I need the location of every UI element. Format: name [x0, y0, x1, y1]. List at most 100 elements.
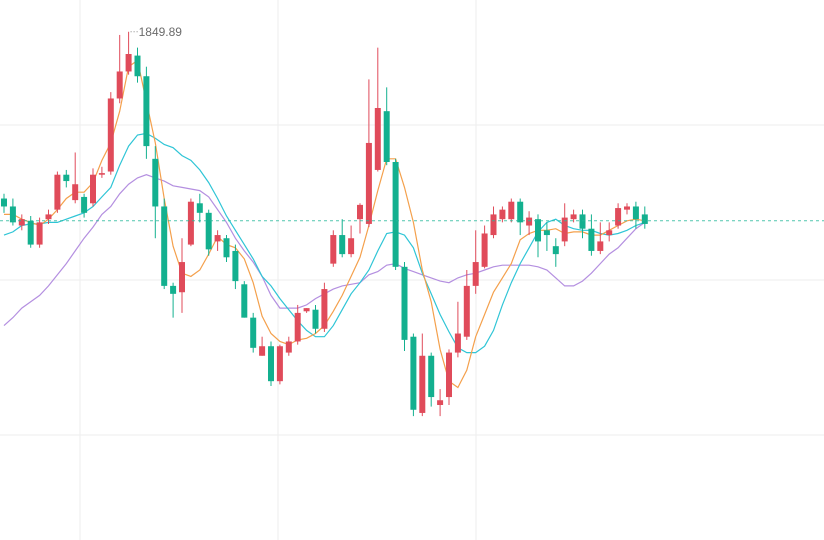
candle	[508, 198, 515, 223]
candle	[428, 352, 435, 407]
candle-body	[143, 76, 150, 147]
candle-body	[90, 174, 96, 204]
candle	[588, 214, 595, 256]
candle	[268, 341, 274, 386]
candle	[214, 230, 221, 251]
candle	[18, 214, 25, 231]
candle-body	[552, 246, 559, 255]
candle-body	[428, 355, 435, 398]
candle	[54, 171, 61, 213]
candle-body	[98, 173, 105, 175]
candle	[303, 308, 310, 313]
candle	[410, 333, 417, 417]
candle-body	[232, 250, 239, 282]
candle-body	[303, 308, 310, 312]
candle	[125, 31, 132, 75]
candle-body	[152, 158, 159, 207]
candle-body	[481, 233, 488, 267]
candle	[27, 216, 34, 248]
candle-body	[116, 71, 123, 99]
candle-body	[134, 55, 141, 77]
candle	[321, 282, 328, 332]
candle	[437, 389, 444, 417]
candle-body	[472, 262, 479, 286]
candle	[348, 225, 355, 258]
candle-body	[294, 312, 301, 342]
candle	[72, 152, 79, 204]
candle	[597, 222, 604, 255]
candle	[624, 203, 630, 215]
candle	[294, 304, 301, 345]
candle	[196, 193, 203, 223]
candle-body	[437, 400, 444, 405]
candle-body	[588, 228, 595, 251]
candle-body	[179, 262, 185, 293]
candle	[526, 211, 533, 236]
candle-body	[161, 206, 168, 286]
candle	[615, 203, 622, 229]
candle-body	[641, 214, 648, 224]
candle-body	[125, 54, 132, 72]
candle	[36, 217, 43, 248]
candle-body	[463, 285, 470, 337]
max-label: 1849.89	[139, 25, 183, 39]
candle-body	[196, 203, 203, 213]
candles	[1, 31, 648, 417]
moving-averages	[3, 59, 646, 389]
candle	[9, 198, 16, 226]
candle-body	[214, 235, 221, 242]
candle	[1, 193, 7, 213]
candle-body	[606, 230, 613, 236]
candle	[543, 222, 550, 251]
candle	[419, 333, 426, 417]
candle	[330, 230, 337, 267]
candle	[232, 244, 239, 290]
candle-body	[392, 162, 399, 267]
candle-body	[499, 209, 506, 220]
candle	[374, 47, 381, 172]
candle	[632, 201, 639, 229]
candle	[641, 206, 648, 229]
candle	[463, 270, 470, 340]
candle	[446, 349, 452, 405]
candle	[116, 34, 123, 104]
candle	[365, 79, 372, 228]
candle-body	[81, 196, 88, 213]
candle	[161, 198, 168, 290]
candle-body	[27, 220, 34, 245]
candle-body	[223, 238, 230, 258]
candle	[152, 146, 159, 239]
candle-body	[624, 206, 630, 210]
candle	[223, 235, 230, 263]
candle	[276, 344, 283, 385]
candle	[259, 336, 266, 356]
candle	[490, 206, 497, 239]
candle	[383, 87, 390, 166]
candle-body	[63, 174, 70, 182]
candle	[241, 281, 248, 318]
candle-body	[241, 284, 248, 318]
candle-body	[205, 212, 212, 250]
candle-body	[72, 184, 79, 201]
candle-body	[579, 214, 586, 229]
candle	[250, 312, 257, 353]
candle-body	[259, 346, 266, 356]
candle	[134, 47, 141, 83]
candle-body	[535, 219, 541, 242]
candle	[312, 304, 319, 334]
candle-body	[517, 201, 524, 223]
candle	[472, 230, 479, 294]
candle	[45, 209, 52, 224]
candle-body	[268, 346, 274, 382]
candle-body	[632, 206, 639, 220]
candle	[606, 222, 613, 242]
candle-body	[36, 222, 43, 245]
candle-body	[18, 219, 25, 226]
candle-body	[490, 214, 497, 236]
candle-body	[383, 111, 390, 162]
candle-body	[321, 289, 328, 329]
candle-body	[339, 235, 346, 255]
candle	[454, 301, 461, 358]
candle	[552, 238, 559, 267]
